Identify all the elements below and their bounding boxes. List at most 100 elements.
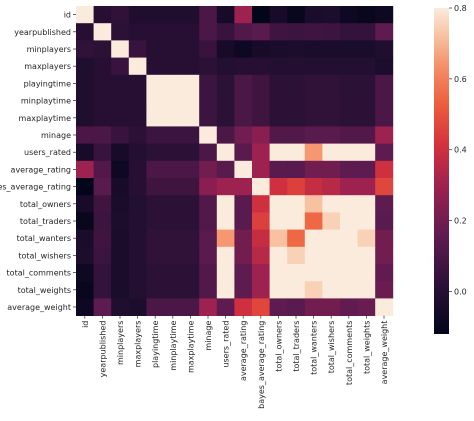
heatmap-cell-total_owners-total_comments [340, 195, 358, 213]
heatmap-cell-minplayers-maxplayers [128, 40, 147, 58]
heatmap-cell-total_traders-yearpublished [93, 212, 112, 230]
heatmap-cell-maxplayers-total_owners [269, 57, 288, 76]
heatmap-cell-minplaytime-average_weight [375, 92, 394, 110]
heatmap-cell-maxplaytime-id [76, 109, 94, 127]
heatmap-cell-minplayers-bayes_average_rating [252, 40, 270, 58]
heatmap-cell-maxplaytime-total_comments [340, 109, 358, 127]
heatmap-cell-average_rating-maxplayers [128, 160, 147, 179]
heatmap-cell-minplaytime-minplayers [111, 92, 130, 110]
heatmap-cell-total_traders-average_rating [234, 212, 253, 230]
heatmap-cell-total_owners-yearpublished [93, 195, 112, 213]
heatmap-cell-total_comments-minage [199, 264, 218, 282]
colorbar-tick-label: 0.2 [454, 217, 467, 226]
heatmap-cell-minplayers-total_weights [357, 40, 376, 58]
heatmap-cell-total_wishers-users_rated [216, 246, 235, 265]
heatmap-cell-maxplaytime-average_weight [375, 109, 394, 127]
heatmap-cell-total_weights-average_rating [234, 281, 253, 299]
heatmap-cell-total_traders-maxplayers [128, 212, 147, 230]
heatmap-cell-minplayers-total_wanters [304, 40, 323, 58]
heatmap-cell-yearpublished-average_weight [375, 23, 394, 41]
heatmap-cell-average_rating-average_weight [375, 160, 394, 179]
heatmap-cell-maxplayers-maxplaytime [181, 57, 200, 76]
heatmap-cell-average_rating-total_weights [357, 160, 376, 179]
heatmap-cell-total_weights-total_weights [357, 281, 376, 299]
heatmap-cell-total_weights-average_weight [375, 281, 394, 299]
heatmap-cell-average_rating-total_owners [269, 160, 288, 179]
heatmap-cell-yearpublished-total_traders [287, 23, 306, 41]
heatmap-cell-id-total_wanters [304, 6, 323, 24]
heatmap-cell-total_comments-bayes_average_rating [252, 264, 270, 282]
heatmap-cell-minplaytime-yearpublished [93, 92, 112, 110]
x-tick-label: playingtime [151, 321, 160, 368]
heatmap-cell-total_owners-bayes_average_rating [252, 195, 270, 213]
heatmap-cell-minage-bayes_average_rating [252, 126, 270, 144]
heatmap-cell-total_owners-total_wanters [304, 195, 323, 213]
heatmap-cell-total_wanters-maxplayers [128, 229, 147, 248]
heatmap-cell-maxplaytime-total_traders [287, 109, 306, 127]
heatmap-cell-maxplayers-yearpublished [93, 57, 112, 76]
heatmap-cell-minage-users_rated [216, 126, 235, 144]
heatmap-cell-minplaytime-maxplaytime [181, 92, 200, 110]
heatmap-cell-bayes_average_rating-maxplayers [128, 178, 147, 196]
heatmap-cell-total_weights-yearpublished [93, 281, 112, 299]
heatmap-cell-minplaytime-minage [199, 92, 218, 110]
x-tick-label: id [81, 321, 90, 328]
heatmap-cell-total_comments-playingtime [146, 264, 165, 282]
x-tick-label: total_traders [292, 321, 301, 372]
heatmap-cell-total_traders-total_owners [269, 212, 288, 230]
heatmap-cell-minage-total_wishers [322, 126, 341, 144]
heatmap-cell-average_weight-total_wanters [304, 298, 323, 316]
x-tick-label: total_weights [362, 321, 371, 374]
heatmap-cell-total_owners-minplaytime [164, 195, 182, 213]
heatmap-cell-minplaytime-bayes_average_rating [252, 92, 270, 110]
heatmap-cell-minage-total_traders [287, 126, 306, 144]
heatmap-cell-maxplayers-playingtime [146, 57, 165, 76]
heatmap-cell-average_rating-minage [199, 160, 218, 179]
y-tick-label: total_wanters [17, 234, 71, 243]
heatmap-cell-average_rating-id [76, 160, 94, 179]
heatmap-cell-playingtime-maxplaytime [181, 74, 200, 93]
heatmap-cell-minplaytime-total_wanters [304, 92, 323, 110]
colorbar-tick-label: 0.0 [454, 287, 467, 296]
heatmap-cell-total_wanters-bayes_average_rating [252, 229, 270, 248]
heatmap-cell-total_weights-id [76, 281, 94, 299]
heatmap-cell-users_rated-average_rating [234, 143, 253, 162]
heatmap-cell-total_weights-total_wanters [304, 281, 323, 299]
y-tick-label: bayes_average_rating [0, 183, 71, 192]
heatmap-cell-bayes_average_rating-users_rated [216, 178, 235, 196]
heatmap-cell-bayes_average_rating-playingtime [146, 178, 165, 196]
heatmap-cell-total_weights-minplaytime [164, 281, 182, 299]
heatmap-cell-bayes_average_rating-average_weight [375, 178, 394, 196]
heatmap-cell-total_weights-total_traders [287, 281, 306, 299]
heatmap-cell-total_comments-average_weight [375, 264, 394, 282]
heatmap-cell-total_traders-total_weights [357, 212, 376, 230]
heatmap-cell-bayes_average_rating-total_wishers [322, 178, 341, 196]
heatmap-cell-maxplaytime-playingtime [146, 109, 165, 127]
heatmap-cell-playingtime-total_wishers [322, 74, 341, 93]
heatmap-cell-total_traders-minplayers [111, 212, 130, 230]
heatmap-cell-users_rated-bayes_average_rating [252, 143, 270, 162]
y-tick-label: minplaytime [21, 97, 71, 106]
heatmap-cell-playingtime-average_weight [375, 74, 394, 93]
heatmap-cell-id-total_weights [357, 6, 376, 24]
x-tick-label: yearpublished [98, 321, 107, 378]
heatmap-cell-average_weight-maxplaytime [181, 298, 200, 316]
heatmap-cell-total_weights-total_owners [269, 281, 288, 299]
heatmap-cell-total_wanters-total_traders [287, 229, 306, 248]
heatmap-cell-total_comments-id [76, 264, 94, 282]
heatmap-cell-minplaytime-users_rated [216, 92, 235, 110]
heatmap-cell-total_owners-total_owners [269, 195, 288, 213]
x-tick-label: total_owners [274, 321, 283, 372]
heatmap-cell-bayes_average_rating-maxplaytime [181, 178, 200, 196]
heatmap-cell-minage-minplaytime [164, 126, 182, 144]
heatmap-cell-total_wishers-average_weight [375, 246, 394, 265]
heatmap-cell-total_wishers-minage [199, 246, 218, 265]
heatmap-cell-users_rated-yearpublished [93, 143, 112, 162]
heatmap-cell-average_weight-users_rated [216, 298, 235, 316]
heatmap-cell-total_comments-users_rated [216, 264, 235, 282]
heatmap-cell-total_traders-bayes_average_rating [252, 212, 270, 230]
y-tick-label: average_rating [11, 165, 71, 174]
heatmap-cell-maxplaytime-minplayers [111, 109, 130, 127]
heatmap-cell-average_rating-total_traders [287, 160, 306, 179]
heatmap-cell-average_rating-total_wishers [322, 160, 341, 179]
